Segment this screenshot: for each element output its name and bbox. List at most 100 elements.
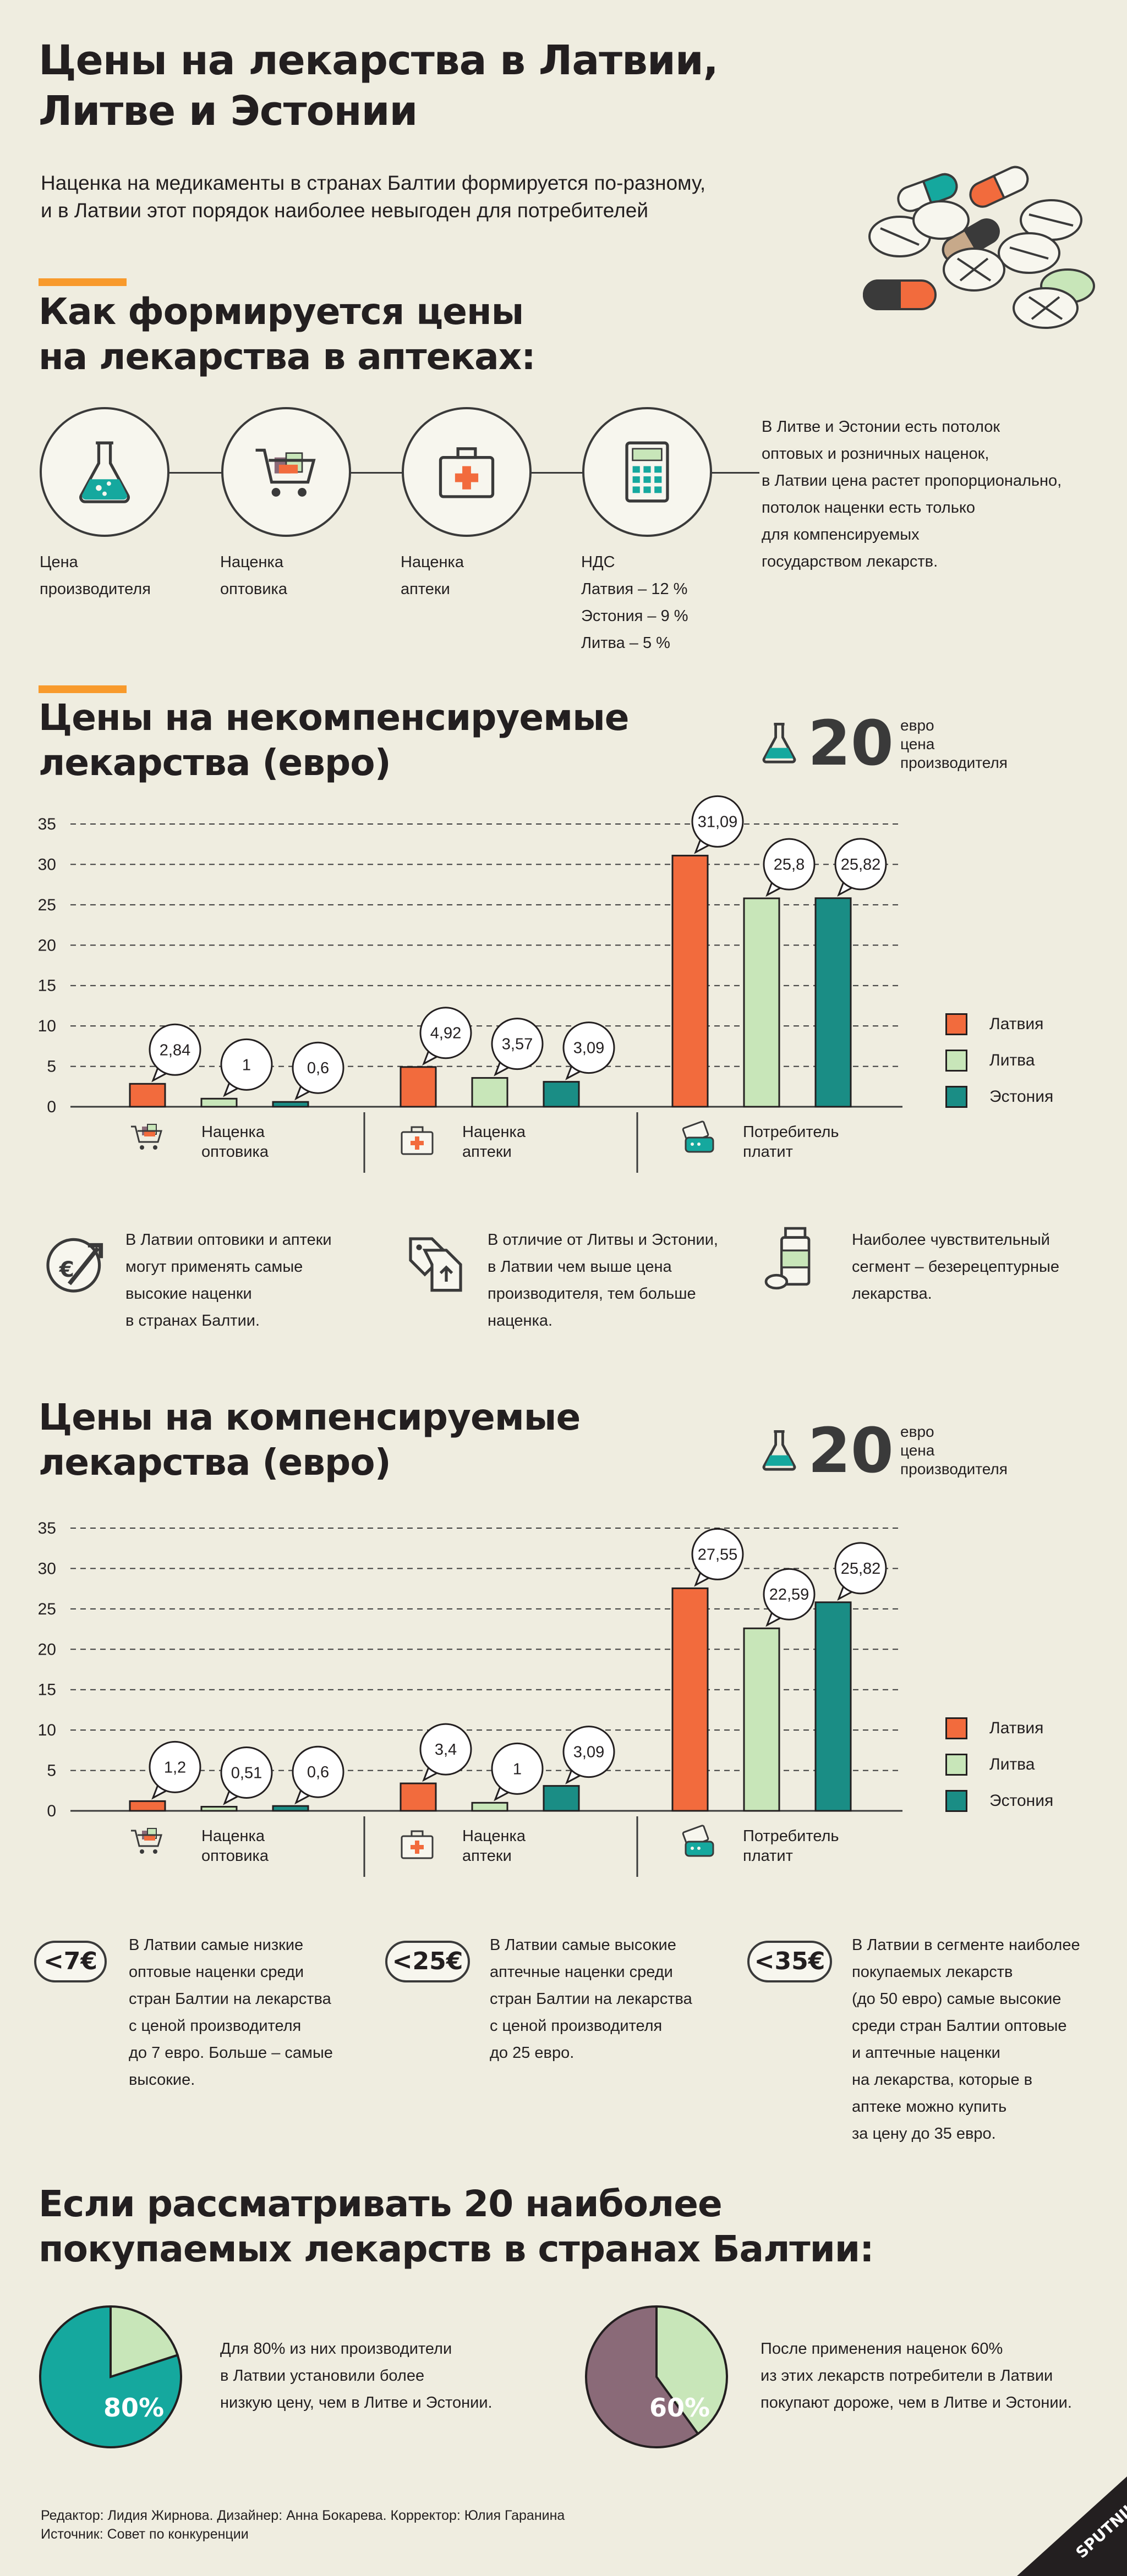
- sputnik-logo: SPUTNIK: [1017, 2476, 1127, 2576]
- data-label-bubble: [292, 1745, 344, 1805]
- group-label-pharmacy: Наценка аптеки: [462, 1123, 526, 1161]
- producer-price-value: 20: [808, 708, 894, 779]
- calculator-icon: [625, 441, 669, 503]
- group-label-consumer: Потребитель платит: [743, 1123, 839, 1161]
- data-label: 22,59: [769, 1586, 809, 1603]
- bar: [272, 1805, 309, 1812]
- bar: [200, 1097, 238, 1108]
- group-label-wholesale: Наценка оптовика: [201, 1827, 269, 1865]
- bar: [400, 1782, 437, 1812]
- pie-slice-rest: [110, 2305, 179, 2379]
- step-label-vat: НДС Латвия – 12 % Эстония – 9 % Литва – …: [581, 553, 688, 652]
- legend-swatch-estonia: [945, 1790, 967, 1812]
- bar: [743, 1627, 780, 1812]
- bar: [671, 854, 709, 1108]
- chart-noncompensated: 0 5 10 15 20 25 30 35 2,84 4,92 31,09 1 3,57 25,8 0,6 3…: [38, 795, 902, 1173]
- producer-price-note: евро цена производителя: [900, 717, 1008, 771]
- badge-under-7: <7€: [34, 1941, 107, 1982]
- y-tick-label: 5: [47, 1762, 56, 1780]
- data-label-bubble: [491, 1742, 544, 1801]
- legend-swatch-latvia: [945, 1013, 967, 1035]
- data-label-bubble: [491, 1018, 544, 1076]
- card-payment-icon: [682, 1825, 714, 1857]
- pills-illustration-icon: [862, 166, 1095, 329]
- group-label-consumer: Потребитель платит: [743, 1827, 839, 1865]
- pie-slice-main: [39, 2305, 182, 2448]
- step-circle-pharmacy: [402, 407, 532, 537]
- data-label: 27,55: [698, 1546, 738, 1563]
- y-tick-label: 10: [38, 1017, 56, 1035]
- legend-label-estonia: Эстония: [989, 1792, 1054, 1810]
- chart-compensated: 0 5 10 15 20 25 30 35 1,2 3,4 27,55 0,51 1 22,59 0,6 3,…: [38, 1519, 902, 1877]
- y-tick-label: 0: [47, 1802, 56, 1820]
- bar: [272, 1101, 309, 1108]
- data-label: 25,8: [774, 856, 805, 874]
- pie-consumers-pay-more: 60%: [585, 2305, 728, 2448]
- data-label-bubble: [149, 1740, 201, 1800]
- data-label: 1: [242, 1056, 251, 1074]
- lead-text: Наценка на медикаменты в странах Балтии …: [41, 172, 706, 222]
- svg-text:€: €: [59, 1257, 74, 1282]
- badge-under-35: <35€: [747, 1941, 832, 1982]
- data-label: 0,6: [307, 1764, 329, 1781]
- producer-price-value: 20: [808, 1415, 894, 1487]
- cart-icon: [255, 448, 316, 497]
- y-tick-label: 0: [47, 1098, 56, 1116]
- credits: Редактор: Лидия Жирнова. Дизайнер: Анна …: [41, 2508, 565, 2542]
- y-tick-label: 25: [38, 896, 56, 914]
- data-label-bubble: [562, 1726, 615, 1784]
- data-label-bubble: [419, 1007, 472, 1065]
- page-title: Цены на лекарства в Латвии, Литве и Эсто…: [39, 37, 719, 135]
- cart-icon: [131, 1124, 163, 1150]
- data-label-bubble: [763, 838, 816, 897]
- data-label: 3,4: [435, 1741, 457, 1759]
- cart-icon: [131, 1828, 163, 1854]
- bar: [471, 1077, 508, 1108]
- legend-label-latvia: Латвия: [989, 1015, 1044, 1033]
- badge-under-25: <25€: [385, 1941, 470, 1982]
- note-higher-price-higher-markup: В отличие от Литвы и Эстонии, в Латвии че…: [488, 1231, 718, 1330]
- euro-arrow-icon: €: [46, 1238, 103, 1293]
- process-note: В Литве и Эстонии есть потолок оптовых и…: [762, 418, 1062, 570]
- producer-price-note: евро цена производителя: [900, 1423, 1008, 1478]
- section-accent: [39, 685, 127, 693]
- note-otc-segment: Наиболее чувствительный сегмент – безерец…: [852, 1231, 1059, 1303]
- bar: [671, 1587, 709, 1812]
- legend-swatch-estonia: [945, 1086, 967, 1108]
- note-wholesale-markups: В Латвии оптовики и аптеки могут применят…: [125, 1231, 332, 1330]
- process-title: Как формируется цены на лекарства в апте…: [39, 290, 536, 378]
- flask-icon: [762, 723, 796, 764]
- legend-swatch-latvia: [945, 1717, 967, 1739]
- pill-bottle-icon: [764, 1227, 811, 1290]
- first-aid-kit-icon: [401, 1126, 434, 1155]
- data-label: 1: [513, 1760, 522, 1778]
- data-label-bubble: [763, 1568, 816, 1627]
- y-tick-label: 25: [38, 1600, 56, 1618]
- data-label-bubble: [292, 1041, 344, 1101]
- pie2-text: После применения наценок 60% из этих лека…: [761, 2340, 1072, 2412]
- data-label: 3,57: [502, 1036, 533, 1053]
- data-label: 25,82: [841, 856, 881, 874]
- bar: [814, 1601, 852, 1812]
- flask-icon: [79, 441, 130, 503]
- y-tick-label: 30: [38, 855, 56, 874]
- pie-label: 60%: [649, 2393, 710, 2423]
- data-label: 3,09: [573, 1040, 604, 1057]
- data-label: 0,6: [307, 1059, 329, 1077]
- bar: [743, 897, 780, 1108]
- step-label-wholesale: Наценка оптовика: [220, 553, 287, 598]
- note-most-bought: В Латвии в сегменте наиболее покупаемых л…: [852, 1936, 1080, 2143]
- first-aid-kit-icon: [401, 1830, 434, 1859]
- y-tick-label: 20: [38, 1640, 56, 1658]
- data-label-bubble: [562, 1021, 615, 1080]
- legend-swatch-lithuania: [945, 1754, 967, 1776]
- step-label-pharmacy: Наценка аптеки: [401, 553, 464, 598]
- bar: [400, 1066, 437, 1108]
- data-label: 2,84: [160, 1041, 190, 1059]
- pie1-text: Для 80% из них производители в Латвии уст…: [220, 2340, 493, 2412]
- data-label: 1,2: [164, 1759, 186, 1776]
- y-tick-label: 15: [38, 977, 56, 995]
- group-label-wholesale: Наценка оптовика: [201, 1123, 269, 1161]
- bar: [129, 1800, 166, 1812]
- bar: [814, 897, 852, 1108]
